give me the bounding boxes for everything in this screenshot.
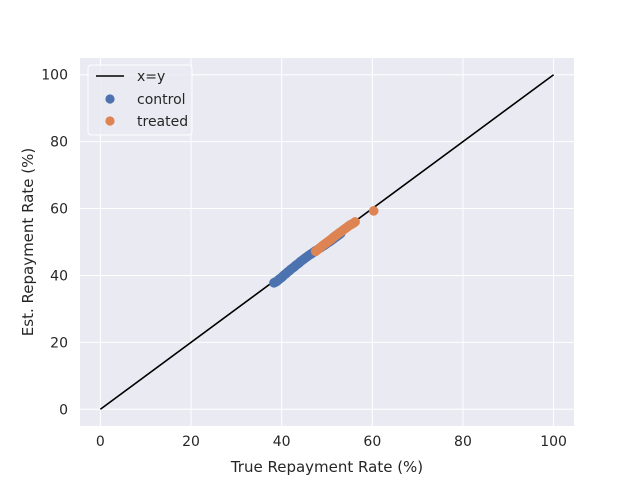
- x-axis-label: True Repayment Rate (%): [230, 458, 423, 476]
- y-tick-label: 40: [50, 268, 68, 284]
- tick-labels-layer: 0 20 40 60 80 100 0 20 40 60 80 100: [41, 68, 567, 450]
- data-points-layer: [269, 206, 379, 288]
- legend-box: [87, 64, 193, 136]
- x-tick-label: 100: [540, 434, 567, 450]
- x-tick-label: 80: [454, 434, 472, 450]
- x-tick-label: 0: [96, 434, 105, 450]
- treated-point: [368, 206, 379, 216]
- y-tick-label: 0: [59, 402, 68, 418]
- y-tick-label: 60: [50, 202, 68, 218]
- legend: x=y control treated: [87, 64, 193, 136]
- y-axis-label: Est. Repayment Rate (%): [19, 148, 37, 336]
- legend-label-control: control: [137, 92, 186, 108]
- x-tick-label: 20: [182, 434, 200, 450]
- legend-label-treated: treated: [137, 114, 188, 130]
- legend-treated-swatch: [105, 116, 115, 126]
- x-tick-label: 40: [273, 434, 291, 450]
- x-tick-label: 60: [363, 434, 381, 450]
- grid-lines: [80, 58, 574, 426]
- treated-point: [350, 217, 360, 227]
- y-tick-label: 100: [41, 68, 68, 84]
- legend-control-swatch: [105, 94, 115, 104]
- y-tick-label: 20: [50, 335, 68, 351]
- y-tick-label: 80: [50, 135, 68, 151]
- legend-label-identity: x=y: [137, 69, 165, 85]
